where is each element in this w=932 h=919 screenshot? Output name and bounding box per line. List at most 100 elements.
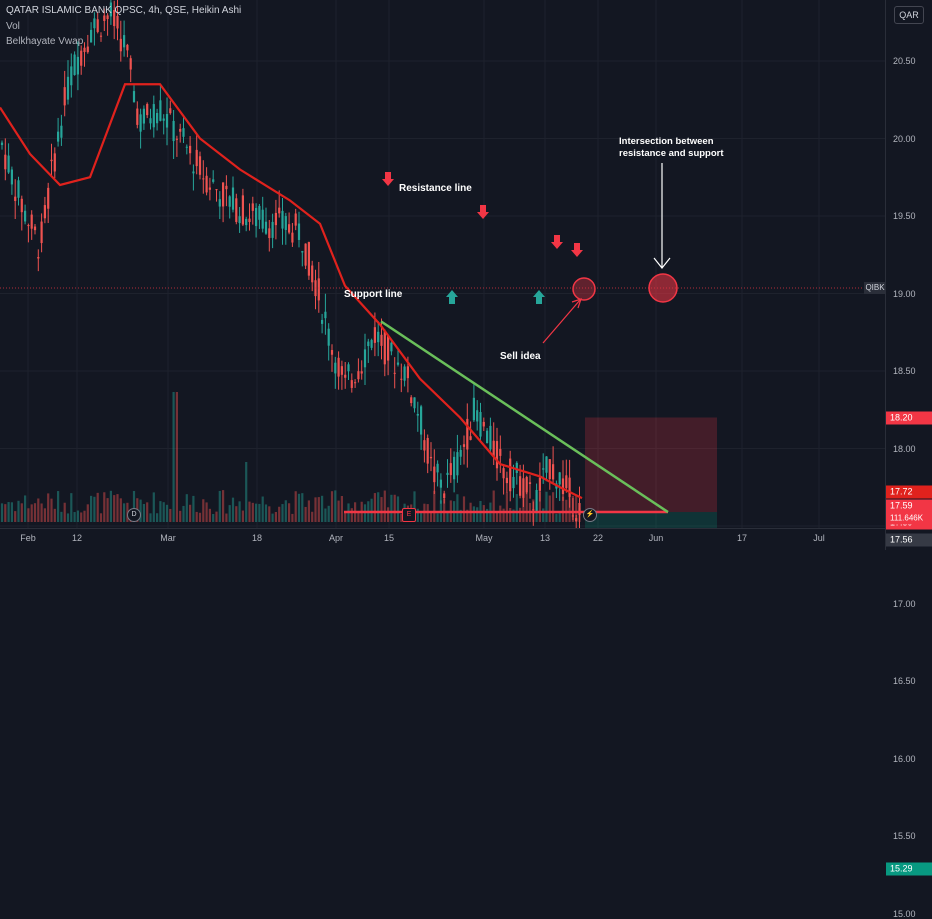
candle-body	[347, 364, 350, 372]
candle-body	[370, 339, 373, 348]
candle-body	[340, 366, 343, 375]
price-axis[interactable]	[885, 0, 932, 550]
candle-body	[47, 187, 50, 209]
candle-body	[284, 216, 287, 230]
candle-body	[429, 456, 433, 459]
currency-button[interactable]: QAR	[894, 6, 924, 24]
candle-body	[426, 437, 429, 464]
volume-bar	[66, 513, 70, 522]
volume-bar	[198, 512, 202, 522]
time-axis-label: Apr	[328, 533, 344, 543]
candle-body	[575, 518, 578, 522]
volume-bar	[321, 495, 324, 522]
volume-bar	[344, 512, 347, 522]
price-axis-label: 15.00	[893, 908, 916, 919]
volume-bar	[466, 509, 469, 522]
volume-bar	[495, 512, 499, 522]
candle-body	[33, 226, 37, 231]
volume-bar	[578, 507, 581, 522]
candle-body	[525, 476, 528, 493]
volume-bar	[192, 495, 195, 522]
time-axis[interactable]	[0, 528, 885, 551]
candle-body	[238, 216, 241, 224]
volume-bar	[548, 495, 551, 522]
volume-bar	[43, 508, 46, 522]
price-chart[interactable]	[0, 0, 885, 528]
resistance-line	[380, 320, 669, 514]
candle-body	[261, 209, 264, 229]
volume-bar	[568, 493, 571, 522]
candle-body	[489, 425, 492, 450]
candle-body	[4, 154, 7, 170]
candle-body	[126, 44, 129, 51]
candle-body	[278, 207, 281, 214]
split-event-icon[interactable]: ⚡	[583, 508, 597, 522]
candle-body	[403, 366, 406, 381]
candle-body	[198, 156, 202, 175]
candle-body	[327, 328, 330, 346]
volume-bar	[505, 492, 508, 522]
volume-bar	[492, 490, 495, 522]
candle-body	[400, 378, 403, 380]
candle-body	[274, 212, 277, 226]
volume-bar	[380, 497, 383, 522]
candle-body	[499, 448, 502, 456]
sell-idea-label: Sell idea	[500, 351, 541, 362]
candle-body	[27, 225, 30, 227]
candle-body	[482, 421, 485, 427]
candle-body	[116, 15, 119, 29]
time-axis-label: 12	[71, 533, 83, 543]
candle-body	[495, 441, 499, 469]
volume-bar	[387, 507, 390, 522]
candle-body	[202, 178, 205, 180]
volume-bar	[459, 509, 462, 522]
price-axis-label: 18.00	[893, 443, 916, 454]
time-axis-label: 18	[251, 533, 263, 543]
price-axis-label: 19.00	[893, 288, 916, 299]
volume-bar	[251, 502, 254, 522]
candle-body	[568, 477, 571, 497]
volume-bar	[278, 506, 281, 522]
volume-bar	[103, 492, 106, 522]
earnings-event-icon[interactable]: E	[402, 508, 416, 522]
candle-body	[462, 444, 466, 447]
candle-body	[456, 452, 459, 476]
price-badge: 17.59	[886, 499, 932, 513]
time-axis-label: 15	[383, 533, 395, 543]
volume-bar	[248, 501, 251, 522]
volume-bar	[238, 501, 241, 522]
dividend-event-icon[interactable]: D	[127, 508, 141, 522]
volume-bar	[350, 508, 353, 522]
time-axis-label: Jun	[648, 533, 664, 543]
volume-bar	[413, 491, 416, 522]
volume-bar	[519, 507, 522, 522]
candle-body	[324, 311, 327, 319]
candle-body	[357, 371, 360, 380]
candle-body	[535, 490, 538, 511]
candle-body	[172, 120, 175, 142]
volume-indicator-label[interactable]: Vol	[6, 21, 20, 32]
volume-bar	[436, 513, 439, 522]
candle-body	[10, 169, 13, 185]
candle-body	[367, 341, 370, 347]
candle-body	[159, 100, 162, 121]
volume-bar	[142, 503, 145, 522]
down-arrow-icon	[551, 235, 563, 249]
volume-bar	[218, 490, 221, 522]
target-zone-box	[585, 512, 717, 528]
volume-bar	[420, 512, 423, 522]
volume-bar	[90, 495, 93, 522]
volume-bar	[40, 503, 43, 522]
candle-body	[542, 468, 545, 470]
volume-bar	[558, 512, 561, 522]
candle-body	[70, 66, 73, 86]
vwap-indicator-label[interactable]: Belkhayate Vwap	[6, 36, 84, 47]
volume-bar	[301, 493, 304, 522]
candle-body	[99, 35, 103, 37]
candle-body	[377, 331, 380, 343]
down-arrow-icon	[477, 205, 489, 219]
candle-body	[17, 180, 20, 198]
candle-body	[334, 362, 337, 374]
volume-bar	[294, 491, 297, 522]
volume-bar	[212, 513, 215, 522]
